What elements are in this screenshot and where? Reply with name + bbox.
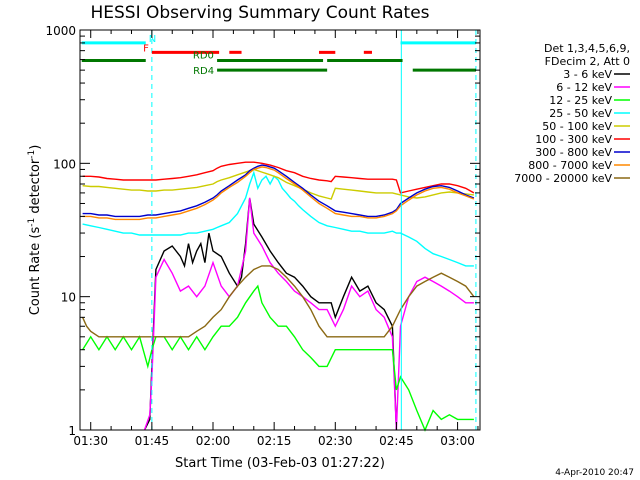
legend-label-300-800-kev: 300 - 800 keV bbox=[535, 146, 612, 159]
x-tick-label: 02:45 bbox=[379, 434, 414, 448]
series-layer bbox=[81, 161, 475, 432]
legend-label-7000-20000-kev: 7000 - 20000 keV bbox=[514, 172, 612, 185]
chart-title: HESSI Observing Summary Count Rates bbox=[90, 3, 429, 23]
y-tick-label: 100 bbox=[53, 157, 76, 171]
legend-label-800-7000-kev: 800 - 7000 keV bbox=[528, 159, 612, 172]
x-axis-label: Start Time (03-Feb-03 01:27:22) bbox=[175, 456, 385, 471]
legend-label-25-50-kev: 25 - 50 keV bbox=[549, 107, 612, 120]
series-25-50-kev bbox=[82, 170, 474, 267]
axis-ticks: 01:30 01:45 02:00 02:15 02:30 02:45 03:00 1 10 10… bbox=[45, 24, 480, 448]
flag-label-rd0: RD0 bbox=[193, 51, 214, 62]
x-tick-label: 01:45 bbox=[135, 434, 170, 448]
x-tick-label: 02:00 bbox=[196, 434, 231, 448]
x-tick-label: 01:30 bbox=[73, 434, 108, 448]
series-50-100-kev bbox=[82, 168, 474, 200]
legend-label-6-12-kev: 6 - 12 keV bbox=[556, 81, 612, 94]
plot-frame bbox=[79, 29, 481, 431]
flag-label-n: N bbox=[149, 34, 156, 45]
x-tick-label: 03:00 bbox=[440, 434, 475, 448]
y-axis-label-end: ) bbox=[28, 145, 43, 150]
series-800-7000-kev bbox=[82, 166, 475, 221]
x-tick-label: 02:15 bbox=[257, 434, 292, 448]
legend-label-12-25-kev: 12 - 25 keV bbox=[549, 94, 612, 107]
flag-label-f: F bbox=[143, 43, 149, 54]
series-12-25-kev bbox=[82, 284, 474, 432]
legend-label-100-300-kev: 100 - 300 keV bbox=[535, 133, 612, 146]
y-tick-label: 1 bbox=[68, 424, 76, 438]
flag-bars: NF RD0 RD4 bbox=[81, 34, 476, 77]
y-axis-label-sup2: -1 bbox=[27, 150, 37, 159]
legend-label-50-100-kev: 50 - 100 keV bbox=[542, 120, 612, 133]
series-300-800-kev bbox=[82, 164, 475, 218]
y-axis-label: Count Rate (s-1 detector-1) bbox=[27, 145, 43, 316]
legend-label-3-6-kev: 3 - 6 keV bbox=[563, 68, 612, 81]
render-timestamp: 4-Apr-2010 20:47 bbox=[555, 468, 634, 478]
flag-label-rd4: RD4 bbox=[193, 66, 214, 77]
legend-header-line-2: FDecim 2, Att 0 bbox=[545, 55, 630, 68]
series-7000-20000-kev bbox=[81, 265, 475, 338]
series-100-300-kev bbox=[82, 161, 475, 194]
legend: Det 1,3,4,5,6,9, FDecim 2, Att 0 3 - 6 k… bbox=[514, 42, 630, 185]
vertical-lines bbox=[151, 30, 477, 430]
y-tick-label: 1000 bbox=[45, 24, 76, 38]
y-tick-label: 10 bbox=[61, 291, 76, 305]
y-axis-label-mid: detector bbox=[28, 158, 43, 218]
y-axis-label-main: Count Rate (s bbox=[28, 227, 43, 316]
legend-header-line-1: Det 1,3,4,5,6,9, bbox=[544, 42, 630, 55]
y-axis-label-sup1: -1 bbox=[27, 218, 37, 227]
x-tick-label: 02:30 bbox=[318, 434, 353, 448]
